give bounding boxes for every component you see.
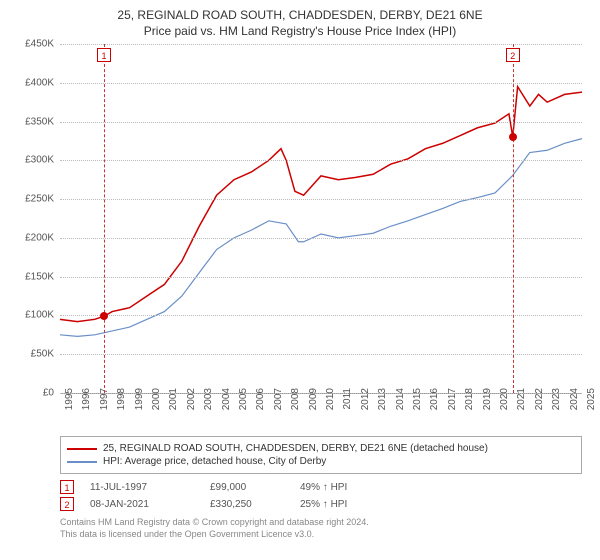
chart-container: 25, REGINALD ROAD SOUTH, CHADDESDEN, DER… <box>0 0 600 560</box>
chart-marker-dot <box>100 312 108 320</box>
x-tick-label: 2009 <box>308 388 319 410</box>
x-tick-label: 2001 <box>168 388 179 410</box>
legend-swatch <box>67 448 97 450</box>
legend: 25, REGINALD ROAD SOUTH, CHADDESDEN, DER… <box>60 436 582 474</box>
marker-vline <box>104 44 105 393</box>
marker-price: £330,250 <box>210 499 300 510</box>
x-tick-label: 2016 <box>429 388 440 410</box>
gridline <box>60 199 582 200</box>
legend-item: HPI: Average price, detached house, City… <box>67 456 575 467</box>
legend-label: HPI: Average price, detached house, City… <box>103 456 326 467</box>
x-tick-label: 2008 <box>290 388 301 410</box>
x-tick-label: 1998 <box>116 388 127 410</box>
x-tick-label: 2007 <box>273 388 284 410</box>
chart-marker-badge: 2 <box>506 48 520 62</box>
marker-date: 11-JUL-1997 <box>90 482 210 493</box>
gridline <box>60 83 582 84</box>
x-tick-label: 2023 <box>551 388 562 410</box>
x-tick-label: 2017 <box>447 388 458 410</box>
legend-item: 25, REGINALD ROAD SOUTH, CHADDESDEN, DER… <box>67 443 575 454</box>
marker-row: 2 08-JAN-2021 £330,250 25% ↑ HPI <box>60 497 588 511</box>
x-tick-label: 2022 <box>534 388 545 410</box>
marker-delta: 25% ↑ HPI <box>300 499 410 510</box>
x-tick-label: 2005 <box>238 388 249 410</box>
x-tick-label: 2015 <box>412 388 423 410</box>
x-tick-label: 2010 <box>325 388 336 410</box>
marker-table: 1 11-JUL-1997 £99,000 49% ↑ HPI 2 08-JAN… <box>60 480 588 511</box>
marker-badge: 1 <box>60 480 74 494</box>
x-tick-label: 2013 <box>377 388 388 410</box>
x-tick-label: 2003 <box>203 388 214 410</box>
chart-marker-badge: 1 <box>97 48 111 62</box>
y-tick-label: £450K <box>10 39 54 50</box>
x-tick-label: 1995 <box>64 388 75 410</box>
marker-vline <box>513 44 514 393</box>
gridline <box>60 122 582 123</box>
y-tick-label: £0 <box>10 388 54 399</box>
y-tick-label: £200K <box>10 232 54 243</box>
footer-note: Contains HM Land Registry data © Crown c… <box>60 517 588 540</box>
x-tick-label: 2021 <box>516 388 527 410</box>
gridline <box>60 277 582 278</box>
title-line1: 25, REGINALD ROAD SOUTH, CHADDESDEN, DER… <box>12 8 588 22</box>
x-tick-label: 1996 <box>81 388 92 410</box>
chart-plot-area: £0£50K£100K£150K£200K£250K£300K£350K£400… <box>60 44 582 394</box>
gridline <box>60 315 582 316</box>
chart-svg <box>60 44 582 393</box>
gridline <box>60 354 582 355</box>
marker-badge: 2 <box>60 497 74 511</box>
gridline <box>60 44 582 45</box>
x-tick-label: 2014 <box>395 388 406 410</box>
y-tick-label: £150K <box>10 271 54 282</box>
marker-delta: 49% ↑ HPI <box>300 482 410 493</box>
chart-marker-dot <box>509 133 517 141</box>
legend-label: 25, REGINALD ROAD SOUTH, CHADDESDEN, DER… <box>103 443 488 454</box>
y-tick-label: £350K <box>10 116 54 127</box>
marker-price: £99,000 <box>210 482 300 493</box>
x-tick-label: 2004 <box>221 388 232 410</box>
gridline <box>60 160 582 161</box>
x-tick-label: 2000 <box>151 388 162 410</box>
gridline <box>60 238 582 239</box>
x-tick-label: 2025 <box>586 388 597 410</box>
x-tick-label: 2019 <box>482 388 493 410</box>
marker-date: 08-JAN-2021 <box>90 499 210 510</box>
x-tick-label: 2006 <box>255 388 266 410</box>
x-tick-label: 2020 <box>499 388 510 410</box>
x-tick-label: 2002 <box>186 388 197 410</box>
y-tick-label: £100K <box>10 310 54 321</box>
title-block: 25, REGINALD ROAD SOUTH, CHADDESDEN, DER… <box>12 8 588 38</box>
x-tick-label: 2018 <box>464 388 475 410</box>
legend-swatch <box>67 461 97 463</box>
y-tick-label: £300K <box>10 155 54 166</box>
y-tick-label: £50K <box>10 349 54 360</box>
y-tick-label: £400K <box>10 77 54 88</box>
marker-row: 1 11-JUL-1997 £99,000 49% ↑ HPI <box>60 480 588 494</box>
x-tick-label: 2012 <box>360 388 371 410</box>
x-tick-label: 2024 <box>569 388 580 410</box>
x-tick-label: 1999 <box>134 388 145 410</box>
x-tick-label: 2011 <box>342 388 353 410</box>
y-tick-label: £250K <box>10 194 54 205</box>
title-subtitle: Price paid vs. HM Land Registry's House … <box>12 24 588 38</box>
footer-line2: This data is licensed under the Open Gov… <box>60 529 588 541</box>
footer-line1: Contains HM Land Registry data © Crown c… <box>60 517 588 529</box>
